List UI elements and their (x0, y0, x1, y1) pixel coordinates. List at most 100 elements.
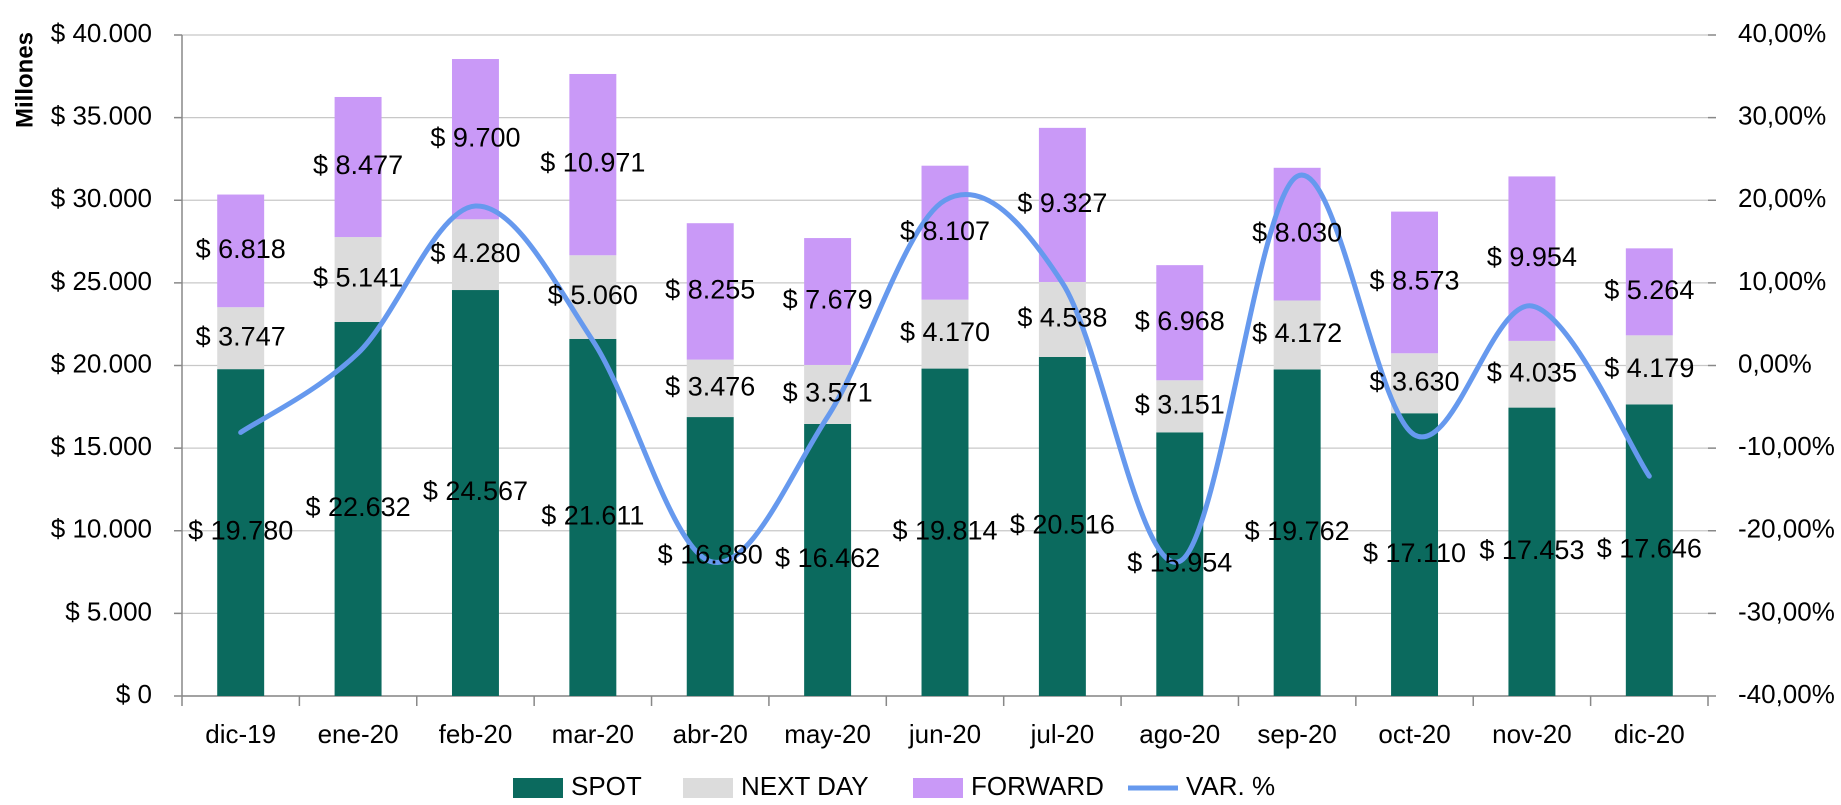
bar-segment (451, 219, 499, 291)
data-label: $ 3.747 (196, 321, 286, 351)
x-tick-label: feb-20 (439, 719, 513, 749)
data-label: $ 3.151 (1135, 389, 1225, 419)
data-label: $ 5.060 (548, 280, 638, 310)
x-tick-label: jun-20 (908, 719, 981, 749)
bar-segment (1508, 407, 1556, 696)
legend-swatch (513, 778, 563, 798)
x-tick-label: dic-20 (1614, 719, 1685, 749)
data-label: $ 24.567 (423, 476, 528, 506)
data-label: $ 6.818 (196, 234, 286, 264)
data-label: $ 6.968 (1135, 306, 1225, 336)
data-label: $ 17.453 (1479, 535, 1584, 565)
legend-label: VAR. % (1186, 771, 1275, 801)
x-tick-label: mar-20 (552, 719, 634, 749)
x-tick-label: oct-20 (1378, 719, 1450, 749)
x-tick-label: abr-20 (673, 719, 748, 749)
data-label: $ 8.030 (1252, 217, 1342, 247)
bar-segment (1273, 167, 1321, 301)
bar-segment (334, 96, 382, 238)
y2-tick-label: -40,00% (1738, 679, 1835, 709)
data-label: $ 9.700 (430, 122, 520, 152)
bar-segment (1391, 413, 1439, 696)
y2-tick-label: -20,00% (1738, 514, 1835, 544)
line (238, 172, 1652, 565)
data-label: $ 8.255 (665, 275, 755, 305)
bar-segment (1038, 356, 1086, 696)
bar-segment (1508, 340, 1556, 408)
legend-swatch (913, 778, 963, 798)
bar-segment (569, 73, 617, 256)
x-tick-label: sep-20 (1257, 719, 1337, 749)
data-label: $ 4.172 (1252, 318, 1342, 348)
data-label: $ 4.179 (1604, 353, 1694, 383)
y-tick-label: $ 35.000 (51, 101, 152, 131)
y2-tick-label: 30,00% (1738, 101, 1826, 131)
bar-segment (569, 338, 617, 696)
bar-segment (334, 322, 382, 696)
data-label: $ 7.679 (783, 285, 873, 315)
data-label: $ 16.880 (658, 540, 763, 570)
bar-segment (1391, 211, 1439, 354)
data-label: $ 5.141 (313, 263, 403, 293)
legend-label: SPOT (571, 771, 642, 801)
bar-segment (334, 237, 382, 323)
y2-tick-label: -10,00% (1738, 431, 1835, 461)
y2-tick-label: 20,00% (1738, 183, 1826, 213)
data-label: $ 16.462 (775, 543, 880, 573)
bar-segment (451, 290, 499, 696)
data-label: $ 3.476 (665, 371, 755, 401)
y-tick-label: $ 40.000 (51, 18, 152, 48)
data-label: $ 4.538 (1017, 303, 1107, 333)
data-label: $ 17.646 (1597, 533, 1702, 563)
legend-label: NEXT DAY (741, 771, 869, 801)
bar-segment (1391, 353, 1439, 414)
bar-segment (217, 307, 265, 370)
legend-label: FORWARD (971, 771, 1104, 801)
x-tick-label: ago-20 (1139, 719, 1220, 749)
data-label: $ 10.971 (540, 148, 645, 178)
data-label: $ 19.814 (892, 515, 997, 545)
bar-segment (569, 255, 617, 339)
data-label: $ 17.110 (1363, 538, 1466, 568)
x-tick-label: dic-19 (205, 719, 276, 749)
y-tick-label: $ 25.000 (51, 266, 152, 296)
y-tick-label: $ 20.000 (51, 348, 152, 378)
bar-segment (1156, 432, 1204, 696)
bar-segment (1156, 380, 1204, 433)
bar-segment (1273, 300, 1321, 370)
bar-segment (217, 194, 265, 308)
data-label: $ 19.780 (188, 516, 293, 546)
data-label: $ 3.630 (1369, 366, 1459, 396)
data-label: $ 22.632 (306, 492, 411, 522)
bar-segment (921, 299, 969, 369)
data-label: $ 5.264 (1604, 275, 1694, 305)
data-label: $ 9.327 (1017, 188, 1107, 218)
bar-segment (921, 368, 969, 696)
x-tick-label: jul-20 (1030, 719, 1095, 749)
x-tick-label: nov-20 (1492, 719, 1572, 749)
data-label: $ 15.954 (1127, 547, 1232, 577)
data-label: $ 19.762 (1245, 516, 1350, 546)
bar-segment (1625, 248, 1673, 336)
bar-segment (1273, 369, 1321, 696)
x-tick-label: may-20 (784, 719, 871, 749)
bar-segment (686, 359, 734, 418)
y-tick-label: $ 15.000 (51, 431, 152, 461)
data-label: $ 20.516 (1010, 510, 1115, 540)
bar-segment (921, 165, 969, 300)
y-tick-label: $ 0 (116, 679, 152, 709)
bar-segment (804, 423, 852, 696)
bar-segment (686, 417, 734, 696)
x-tick-label: ene-20 (318, 719, 399, 749)
data-label: $ 4.280 (430, 238, 520, 268)
legend-swatch (683, 778, 733, 798)
y2-tick-label: 0,00% (1738, 348, 1812, 378)
y2-tick-label: 10,00% (1738, 266, 1826, 296)
y-tick-label: $ 30.000 (51, 183, 152, 213)
bar-segment (1156, 265, 1204, 381)
data-label: $ 4.170 (900, 317, 990, 347)
bar-segment (804, 238, 852, 365)
bar-segment (1625, 335, 1673, 405)
data-label: $ 3.571 (783, 378, 873, 408)
